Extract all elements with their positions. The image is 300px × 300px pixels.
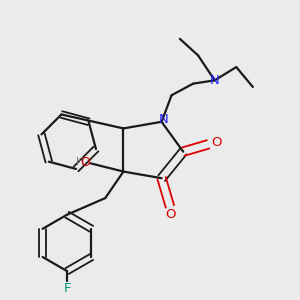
Text: H: H	[76, 157, 84, 167]
Text: N: N	[158, 112, 168, 126]
Text: N: N	[210, 74, 220, 87]
Text: O: O	[166, 208, 176, 221]
Text: O: O	[81, 156, 91, 169]
Text: O: O	[211, 136, 222, 149]
Text: F: F	[63, 282, 71, 295]
